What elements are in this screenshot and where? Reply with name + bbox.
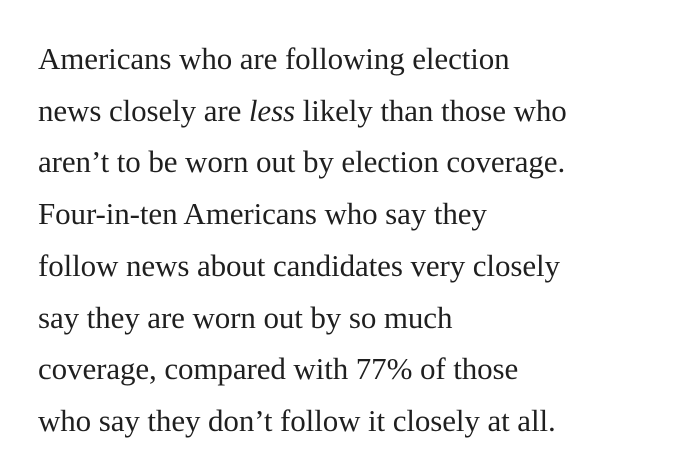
paragraph-line-2-end: likely than those who (295, 92, 567, 128)
paragraph-line-2: news closely are less likely than those … (38, 85, 678, 137)
paragraph-line-5: follow news about candidates very closel… (38, 247, 560, 283)
paragraph-line-3: aren’t to be worn out by election covera… (38, 144, 566, 180)
paragraph-line-1: Americans who are following election (38, 41, 510, 76)
paragraph-line-7: coverage, compared with 77% of those (38, 351, 519, 387)
paragraph-line-8: who say they don’t follow it closely at … (38, 402, 556, 438)
article-paragraph: Americans who are following election new… (38, 33, 678, 447)
emphasized-word: less (248, 92, 296, 128)
paragraph-line-2-start: news closely are (38, 92, 249, 128)
paragraph-line-6: say they are worn out by so much (38, 299, 453, 335)
paragraph-line-4: Four-in-ten Americans who say they (38, 196, 487, 232)
